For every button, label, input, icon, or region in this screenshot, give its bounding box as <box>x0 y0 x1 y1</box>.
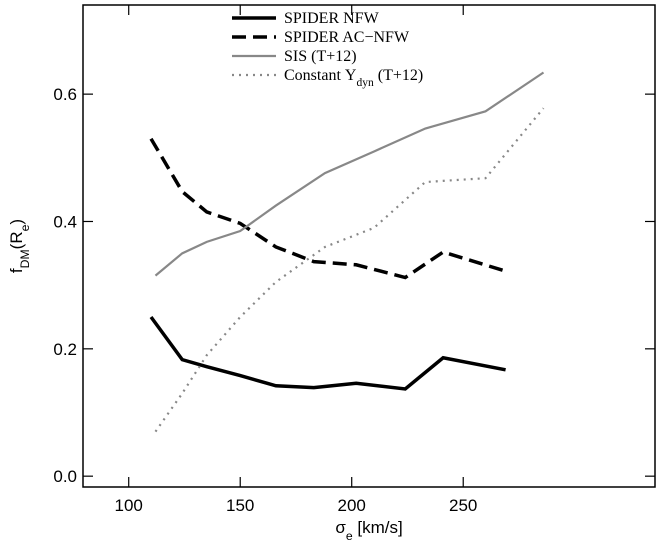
subscript: DM <box>18 249 32 268</box>
text-part: f <box>7 268 26 273</box>
x-tick-label: 100 <box>115 496 143 515</box>
text-part: σ <box>335 518 346 537</box>
y-tick-label: 0.6 <box>53 85 77 104</box>
x-tick-label: 200 <box>338 496 366 515</box>
x-axis-label: σe [km/s] <box>335 518 402 543</box>
legend-label: SPIDER NFW <box>284 10 380 27</box>
plot-frame <box>82 4 656 488</box>
y-tick-label: 0.4 <box>53 212 77 231</box>
legend-label: SPIDER AC−NFW <box>284 29 410 46</box>
x-tick-label: 150 <box>226 496 254 515</box>
y-tick-label: 0.2 <box>53 340 77 359</box>
y-tick-label: 0.0 <box>53 467 77 486</box>
y-axis-label: fDM(Re) <box>7 219 32 273</box>
text-part: (T+12) <box>374 67 423 84</box>
legend-label: Constant Υdyn (T+12) <box>284 67 423 89</box>
series-line <box>149 315 506 391</box>
subscript: e <box>346 529 353 543</box>
text-part: ) <box>7 219 26 225</box>
text-part: Constant Υ <box>284 67 357 84</box>
text-part: [km/s] <box>353 518 403 537</box>
series-line <box>149 137 507 280</box>
x-tick-label: 250 <box>449 496 477 515</box>
legend-label: SIS (T+12) <box>284 48 357 65</box>
subscript: dyn <box>356 77 374 89</box>
series-line <box>154 71 545 277</box>
subscript: e <box>18 224 32 231</box>
text-part: (R <box>7 231 26 249</box>
